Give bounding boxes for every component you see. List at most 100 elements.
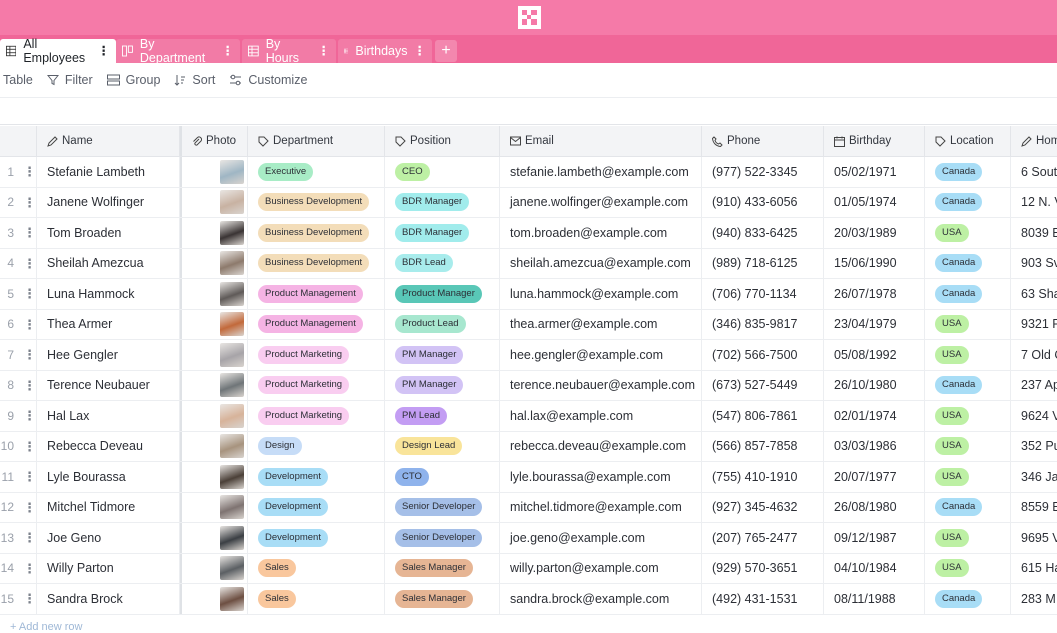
name-cell[interactable]: Tom Broaden [37, 218, 180, 248]
home-cell[interactable]: 8039 E [1021, 225, 1057, 240]
department-cell[interactable]: Design [248, 431, 385, 461]
position-cell[interactable]: Sales Manager [385, 553, 500, 583]
phone-cell[interactable]: (910) 433-6056 [702, 187, 824, 217]
home-cell[interactable]: 9695 V [1021, 530, 1057, 545]
photo-cell[interactable] [180, 523, 248, 553]
home-cell[interactable]: 63 Sha [1021, 286, 1057, 301]
name-cell[interactable]: Willy Parton [37, 553, 180, 583]
email-cell[interactable]: luna.hammock@example.com [500, 279, 702, 309]
home-cell[interactable]: 237 Ap [1021, 378, 1057, 393]
photo-cell[interactable] [180, 431, 248, 461]
tab-by-department[interactable]: By Department ⋮ [116, 37, 240, 65]
birthday-cell[interactable]: 05/02/1971 [824, 157, 925, 187]
name-cell[interactable]: Sandra Brock [37, 584, 180, 614]
phone-cell[interactable]: (673) 527-5449 [702, 370, 824, 400]
position-cell[interactable]: Product Lead [385, 309, 500, 339]
table-row[interactable]: 13 ⋮ Joe Geno Development Senior Developer jo… [0, 523, 1057, 554]
location-cell[interactable]: Canada [925, 248, 1011, 278]
home-cell[interactable]: 12 N. V [1021, 195, 1057, 210]
position-cell[interactable]: Senior Developer [385, 523, 500, 553]
birthday-cell[interactable]: 26/07/1978 [824, 279, 925, 309]
photo-cell[interactable] [180, 370, 248, 400]
photo-cell[interactable] [180, 492, 248, 522]
phone-cell[interactable]: (702) 566-7500 [702, 340, 824, 370]
location-cell[interactable]: USA [925, 431, 1011, 461]
name-cell[interactable]: Rebecca Deveau [37, 431, 180, 461]
row-menu-icon[interactable]: ⋮ [23, 530, 36, 546]
department-cell[interactable]: Executive [248, 157, 385, 187]
row-menu-icon[interactable]: ⋮ [23, 164, 36, 180]
email-cell[interactable]: joe.geno@example.com [500, 523, 702, 553]
phone-cell[interactable]: (989) 718-6125 [702, 248, 824, 278]
column-header-position[interactable]: Position [385, 126, 500, 156]
column-header-home[interactable]: Hom [1011, 126, 1057, 156]
birthday-cell[interactable]: 08/11/1988 [824, 584, 925, 614]
location-cell[interactable]: USA [925, 523, 1011, 553]
photo-cell[interactable] [180, 248, 248, 278]
tab-menu-icon[interactable]: ⋮ [413, 43, 427, 58]
name-cell[interactable]: Hal Lax [37, 401, 180, 431]
email-cell[interactable]: willy.parton@example.com [500, 553, 702, 583]
name-cell[interactable]: Thea Armer [37, 309, 180, 339]
table-row[interactable]: 2 ⋮ Janene Wolfinger Business Development BD… [0, 187, 1057, 218]
name-cell[interactable]: Sheilah Amezcua [37, 248, 180, 278]
table-row[interactable]: 11 ⋮ Lyle Bourassa Development CTO lyle.boura… [0, 462, 1057, 493]
tab-by-hours[interactable]: By Hours ⋮ [242, 37, 336, 65]
location-cell[interactable]: Canada [925, 370, 1011, 400]
home-cell[interactable]: 9321 R [1021, 317, 1057, 332]
location-cell[interactable]: Canada [925, 157, 1011, 187]
group-button[interactable]: Group [106, 73, 160, 87]
table-row[interactable]: 7 ⋮ Hee Gengler Product Marketing PM Manager… [0, 340, 1057, 371]
photo-cell[interactable] [180, 279, 248, 309]
table-row[interactable]: 12 ⋮ Mitchel Tidmore Development Senior Deve… [0, 492, 1057, 523]
row-menu-icon[interactable]: ⋮ [23, 408, 36, 424]
home-cell[interactable]: 7 Old C [1021, 347, 1057, 362]
home-cell[interactable]: 8559 E [1021, 500, 1057, 515]
row-menu-icon[interactable]: ⋮ [23, 438, 36, 454]
phone-cell[interactable]: (940) 833-6425 [702, 218, 824, 248]
position-cell[interactable]: BDR Lead [385, 248, 500, 278]
position-cell[interactable]: PM Manager [385, 340, 500, 370]
location-cell[interactable]: Canada [925, 187, 1011, 217]
department-cell[interactable]: Development [248, 462, 385, 492]
birthday-cell[interactable]: 05/08/1992 [824, 340, 925, 370]
position-cell[interactable]: Product Manager [385, 279, 500, 309]
customize-button[interactable]: Customize [229, 73, 307, 87]
position-cell[interactable]: BDR Manager [385, 218, 500, 248]
photo-cell[interactable] [180, 157, 248, 187]
email-cell[interactable]: sandra.brock@example.com [500, 584, 702, 614]
row-menu-icon[interactable]: ⋮ [23, 499, 36, 515]
row-menu-icon[interactable]: ⋮ [23, 377, 36, 393]
column-header-birthday[interactable]: Birthday [824, 126, 925, 156]
name-cell[interactable]: Mitchel Tidmore [37, 492, 180, 522]
birthday-cell[interactable]: 04/10/1984 [824, 553, 925, 583]
phone-cell[interactable]: (346) 835-9817 [702, 309, 824, 339]
phone-cell[interactable]: (929) 570-3651 [702, 553, 824, 583]
birthday-cell[interactable]: 20/07/1977 [824, 462, 925, 492]
department-cell[interactable]: Business Development [248, 187, 385, 217]
department-cell[interactable]: Sales [248, 584, 385, 614]
phone-cell[interactable]: (207) 765-2477 [702, 523, 824, 553]
email-cell[interactable]: rebecca.deveau@example.com [500, 431, 702, 461]
phone-cell[interactable]: (977) 522-3345 [702, 157, 824, 187]
location-cell[interactable]: USA [925, 553, 1011, 583]
table-row[interactable]: 8 ⋮ Terence Neubauer Product Marketing PM Ma… [0, 370, 1057, 401]
home-cell[interactable]: 346 Ja [1021, 469, 1057, 484]
position-cell[interactable]: PM Manager [385, 370, 500, 400]
email-cell[interactable]: tom.broaden@example.com [500, 218, 702, 248]
table-row[interactable]: 3 ⋮ Tom Broaden Business Development BDR Man… [0, 218, 1057, 249]
position-cell[interactable]: Sales Manager [385, 584, 500, 614]
table-row[interactable]: 15 ⋮ Sandra Brock Sales Sales Manager sandra.… [0, 584, 1057, 615]
add-view-button[interactable]: + [435, 40, 457, 62]
email-cell[interactable]: mitchel.tidmore@example.com [500, 492, 702, 522]
photo-cell[interactable] [180, 553, 248, 583]
name-cell[interactable]: Lyle Bourassa [37, 462, 180, 492]
column-header-department[interactable]: Department [248, 126, 385, 156]
tab-all-employees[interactable]: All Employees ⋮ [0, 37, 116, 65]
row-menu-icon[interactable]: ⋮ [23, 347, 36, 363]
position-cell[interactable]: PM Lead [385, 401, 500, 431]
email-cell[interactable]: janene.wolfinger@example.com [500, 187, 702, 217]
phone-cell[interactable]: (492) 431-1531 [702, 584, 824, 614]
home-cell[interactable]: 9624 V [1021, 408, 1057, 423]
department-cell[interactable]: Product Marketing [248, 401, 385, 431]
